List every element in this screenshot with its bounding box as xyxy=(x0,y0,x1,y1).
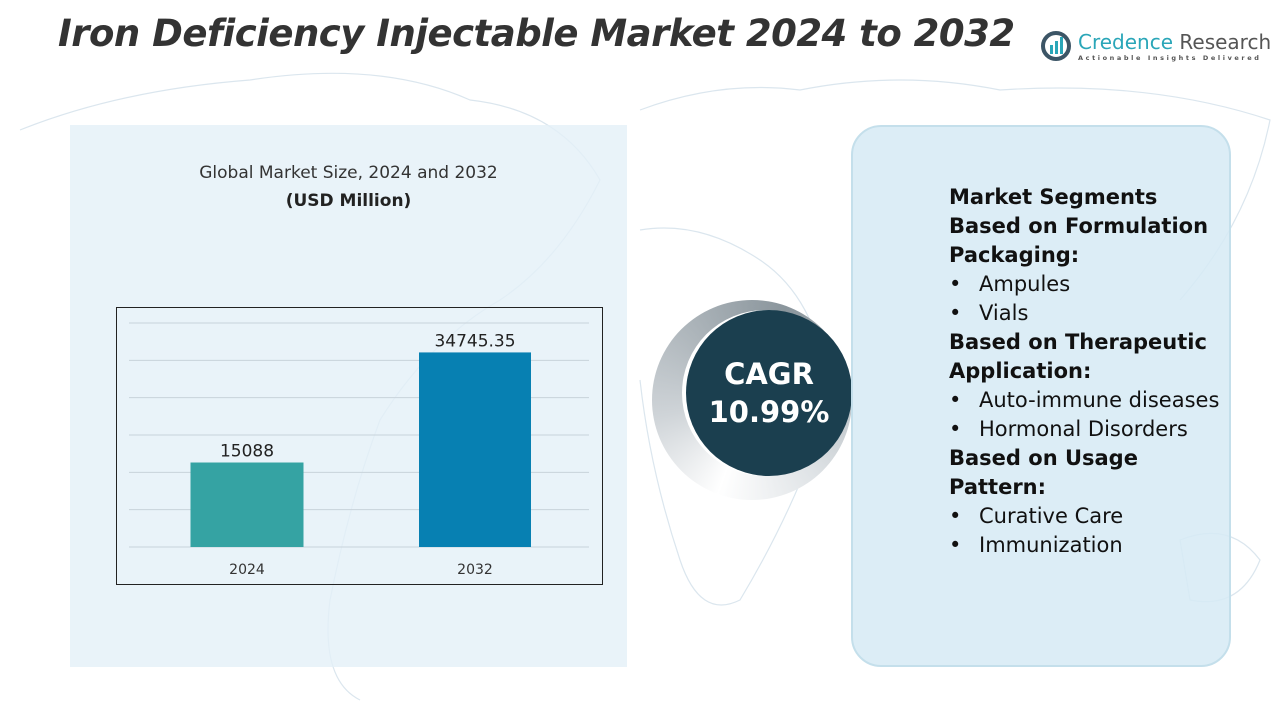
segment-item: • Hormonal Disorders xyxy=(949,415,1239,444)
segment-item-label: Vials xyxy=(979,301,1029,325)
logo-name: Credence Research xyxy=(1078,30,1271,54)
cagr-badge: CAGR 10.99% xyxy=(686,310,852,476)
segment-item-label: Immunization xyxy=(979,533,1123,557)
logo-name-part2: Research xyxy=(1173,30,1272,54)
segment-item: • Auto-immune diseases xyxy=(949,386,1239,415)
bullet-icon: • xyxy=(949,272,962,296)
page-title: Iron Deficiency Injectable Market 2024 t… xyxy=(58,12,1015,55)
bar-chart: 15088 2024 34745.35 2032 xyxy=(116,307,603,585)
bullet-icon: • xyxy=(949,504,962,528)
segments-panel: Market Segments Based on Formulation Pac… xyxy=(851,125,1231,667)
data-label: 34745.35 xyxy=(434,331,515,351)
cagr-label: CAGR xyxy=(724,357,814,391)
bar-2032 xyxy=(419,352,531,547)
logo-name-part1: Credence xyxy=(1078,30,1174,54)
x-tick-label: 2024 xyxy=(229,562,265,578)
logo-chart-icon xyxy=(1041,31,1071,61)
segment-group-title: Based on Formulation Packaging: xyxy=(949,214,1209,267)
x-tick-label: 2032 xyxy=(457,562,493,578)
segment-item-label: Auto-immune diseases xyxy=(979,388,1220,412)
chart-panel: Global Market Size, 2024 and 2032 (USD M… xyxy=(70,125,627,667)
chart-subtitle: Global Market Size, 2024 and 2032 xyxy=(199,163,498,183)
data-label: 15088 xyxy=(220,442,274,462)
segment-group-title: Based on Therapeutic Application: xyxy=(949,330,1207,383)
bullet-icon: • xyxy=(949,417,962,441)
segment-item: • Immunization xyxy=(949,531,1239,560)
bullet-icon: • xyxy=(949,388,962,412)
segment-item-label: Hormonal Disorders xyxy=(979,417,1188,441)
segment-item-label: Ampules xyxy=(979,272,1071,296)
chart-unit: (USD Million) xyxy=(285,191,412,211)
bullet-icon: • xyxy=(949,301,962,325)
segment-item-label: Curative Care xyxy=(979,504,1124,528)
segment-item: • Curative Care xyxy=(949,502,1239,531)
segments-heading: Market Segments xyxy=(949,185,1158,209)
logo: Credence Research Actionable Insights De… xyxy=(1040,30,1271,62)
bullet-icon: • xyxy=(949,533,962,557)
segment-item: • Vials xyxy=(949,299,1239,328)
logo-tagline: Actionable Insights Delivered xyxy=(1078,54,1262,62)
segment-group-title: Based on Usage Pattern: xyxy=(949,446,1138,499)
bar-2024 xyxy=(190,462,304,547)
cagr-value: 10.99% xyxy=(708,395,830,429)
segment-item: • Ampules xyxy=(949,270,1239,299)
